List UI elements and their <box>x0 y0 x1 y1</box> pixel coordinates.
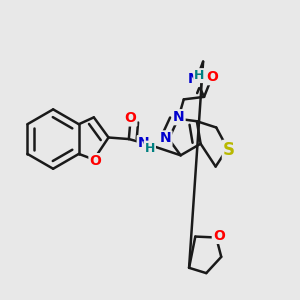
Text: O: O <box>207 70 218 84</box>
Text: O: O <box>89 154 101 168</box>
Text: H: H <box>194 69 205 82</box>
Text: N: N <box>160 131 171 146</box>
Text: O: O <box>124 111 136 125</box>
Text: N: N <box>138 136 149 150</box>
Text: O: O <box>213 229 225 243</box>
Text: N: N <box>173 110 184 124</box>
Text: S: S <box>223 141 235 159</box>
Text: N: N <box>187 72 199 86</box>
Text: H: H <box>145 142 155 154</box>
